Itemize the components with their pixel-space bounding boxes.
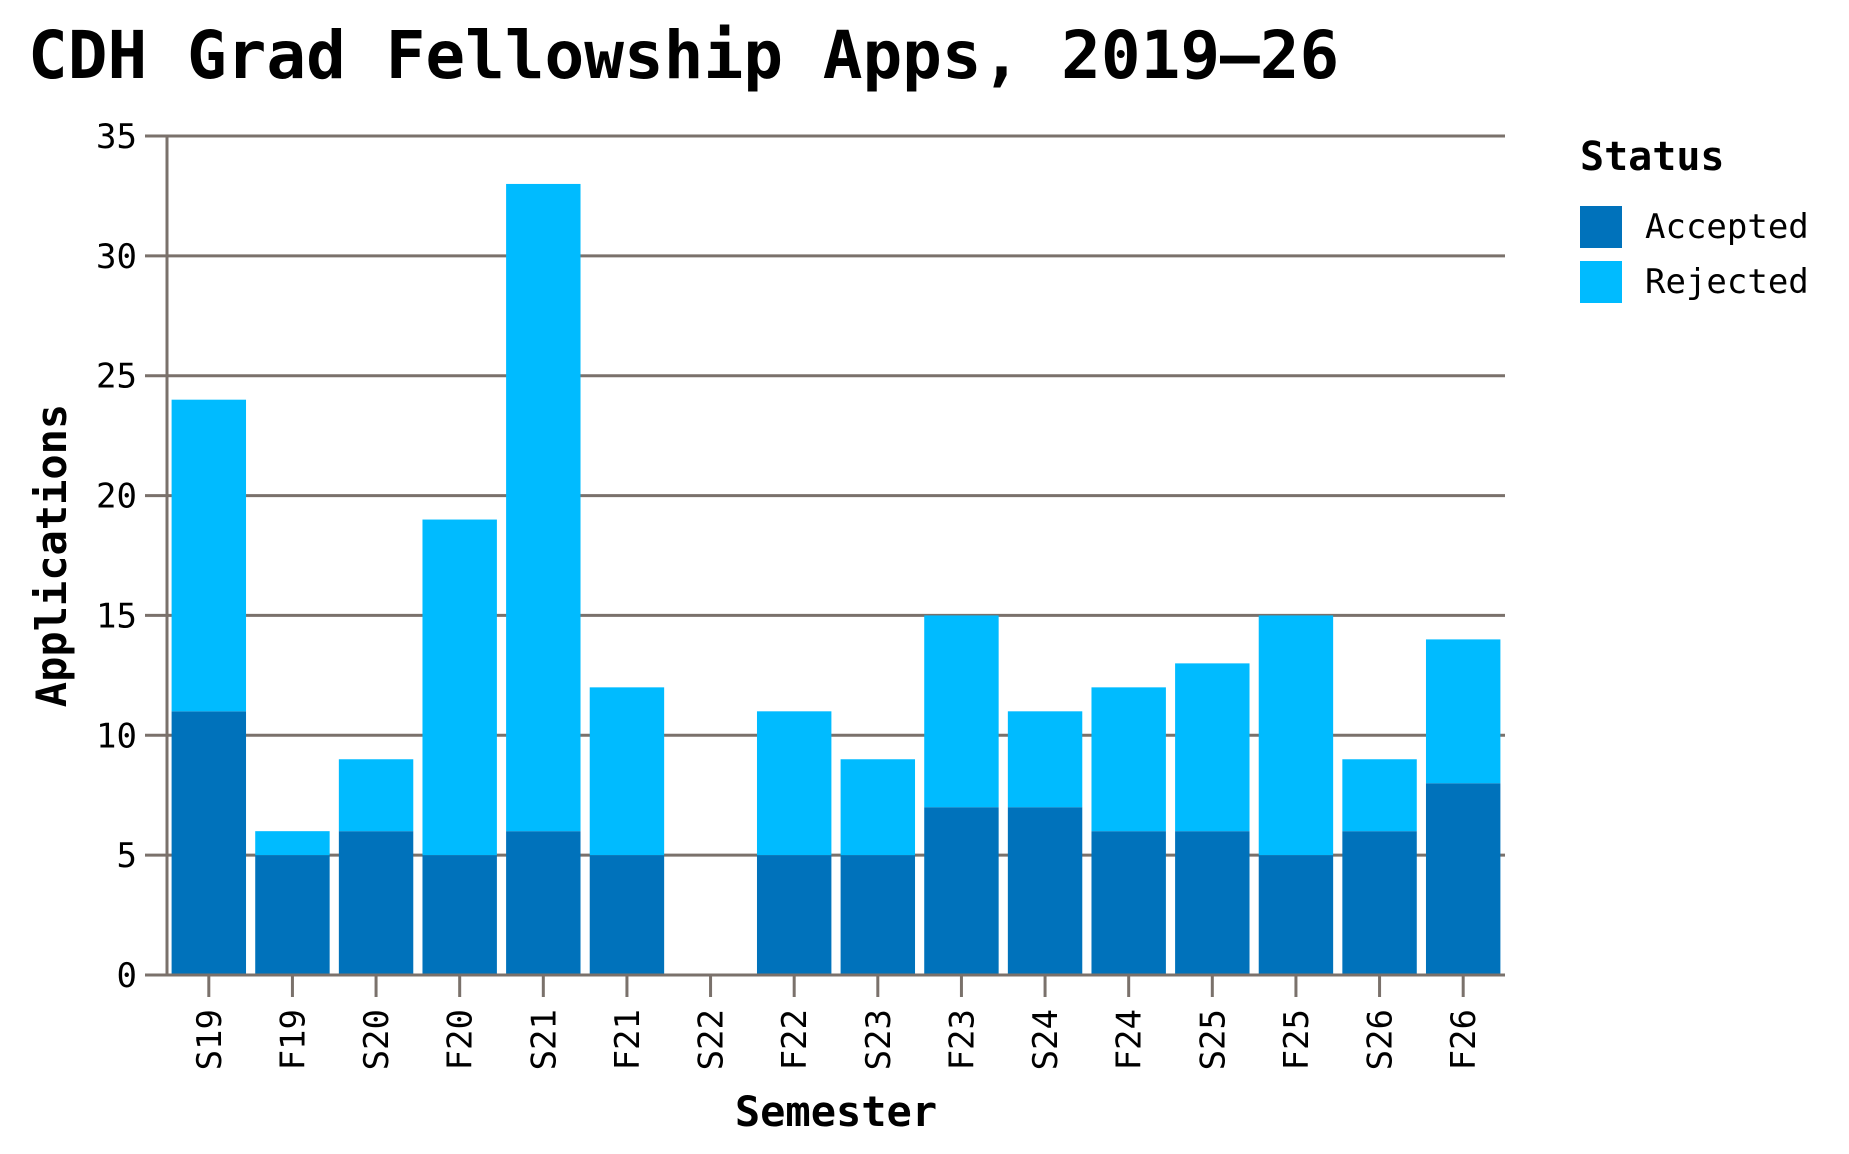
bar-rejected-f19 — [255, 831, 330, 856]
y-tick-label: 20 — [96, 477, 137, 517]
bar-accepted-s24 — [1007, 807, 1083, 975]
x-tick-label: F23 — [942, 1009, 982, 1070]
x-tick-label: S20 — [357, 1009, 397, 1070]
y-tick-label: 0 — [117, 956, 137, 996]
bar-accepted-f26 — [1425, 783, 1501, 975]
legend-title: Status — [1580, 134, 1725, 180]
y-tick-label: 35 — [96, 117, 137, 157]
bar-rejected-f26 — [1425, 639, 1501, 784]
bar-accepted-f21 — [589, 855, 665, 975]
x-axis-title: Semester — [735, 1087, 937, 1136]
bar-rejected-f23 — [924, 615, 999, 808]
bar-rejected-f24 — [1091, 687, 1166, 832]
bar-accepted-f25 — [1258, 855, 1334, 975]
x-tick-label: F21 — [608, 1009, 648, 1070]
bar-rejected-f20 — [422, 519, 497, 856]
x-tick-label: S23 — [859, 1009, 899, 1070]
bar-accepted-f22 — [756, 855, 832, 975]
x-tick-label: S25 — [1193, 1009, 1233, 1070]
axes: 0 5 10 15 20 25 30 35 S19 F19 S20 F20 S21 F21 S22 F22 S2… — [96, 117, 1505, 1070]
x-tick-label: S21 — [524, 1009, 564, 1070]
y-tick-label: 25 — [96, 357, 137, 397]
bar-rejected-f22 — [756, 711, 832, 856]
x-tick-label: F25 — [1277, 1009, 1317, 1070]
legend-label-rejected: Rejected — [1645, 262, 1809, 302]
bar-rejected-s19 — [171, 399, 247, 712]
bars — [171, 183, 1501, 975]
legend-swatch-accepted — [1580, 206, 1622, 248]
legend-label-accepted: Accepted — [1645, 207, 1809, 247]
bar-accepted-s25 — [1175, 831, 1250, 975]
legend: Status Accepted Rejected — [1580, 134, 1809, 303]
bar-rejected-f21 — [589, 687, 665, 856]
grid-lines — [167, 134, 1505, 857]
x-tick-label: S26 — [1361, 1009, 1401, 1070]
x-tick-label: S24 — [1026, 1009, 1066, 1070]
bar-accepted-s23 — [840, 855, 916, 975]
y-axis-title: Applications — [27, 404, 76, 707]
y-tick-label: 5 — [117, 836, 137, 876]
x-tick-label: F22 — [775, 1009, 815, 1070]
x-tick-label: F24 — [1110, 1009, 1150, 1070]
y-tick-label: 30 — [96, 237, 137, 277]
bar-accepted-f23 — [924, 807, 999, 975]
y-tick-label: 10 — [96, 716, 137, 756]
x-tick-label: F20 — [441, 1009, 481, 1070]
bar-rejected-s23 — [840, 759, 916, 856]
x-tick-label: F26 — [1444, 1009, 1484, 1070]
bar-rejected-s20 — [338, 759, 414, 832]
chart-title: CDH Grad Fellowship Apps, 2019–26 — [28, 17, 1339, 94]
bar-accepted-f20 — [422, 855, 497, 975]
bar-rejected-s21 — [506, 183, 581, 832]
legend-swatch-rejected — [1580, 261, 1622, 303]
bar-accepted-s26 — [1342, 831, 1417, 975]
x-tick-label: S19 — [190, 1009, 230, 1070]
bar-rejected-s26 — [1342, 759, 1417, 832]
y-tick-label: 15 — [96, 596, 137, 636]
bar-accepted-f24 — [1091, 831, 1166, 975]
bar-accepted-s20 — [338, 831, 414, 975]
bar-rejected-f25 — [1258, 615, 1334, 856]
bar-accepted-f19 — [255, 855, 330, 975]
bar-accepted-s19 — [171, 711, 247, 975]
x-tick-label: F19 — [273, 1009, 313, 1070]
x-tick-label: S22 — [692, 1009, 732, 1070]
bar-rejected-s24 — [1007, 711, 1083, 808]
bar-rejected-s25 — [1175, 663, 1250, 832]
bar-accepted-s21 — [506, 831, 581, 975]
